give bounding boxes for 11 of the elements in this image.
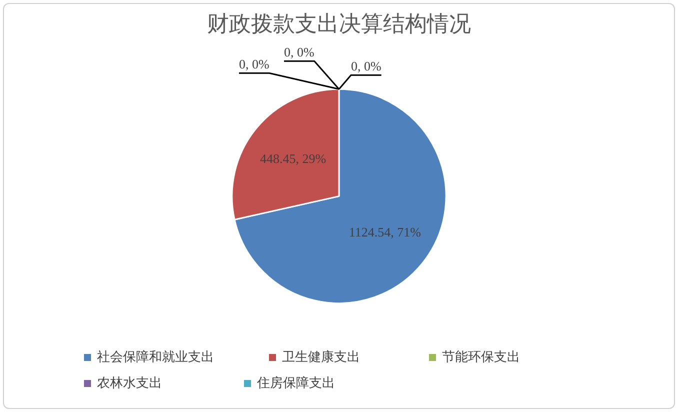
text: 0, 0% [239, 56, 270, 72]
legend-label: 农林水支出 [97, 375, 162, 392]
data-label: 1124.54, 71% [348, 224, 422, 240]
legend-label: 卫生健康支出 [282, 349, 360, 366]
legend-label: 节能环保支出 [442, 349, 520, 366]
chart-title: 财政拨款支出决算结构情况 [207, 12, 471, 37]
data-label: 448.45, 29% [260, 150, 326, 166]
text: 0, 0% [284, 44, 314, 60]
legend-label: 社会保障和就业支出 [97, 349, 214, 366]
text: 0, 0% [351, 58, 382, 74]
legend-label: 住房保障支出 [257, 375, 335, 392]
